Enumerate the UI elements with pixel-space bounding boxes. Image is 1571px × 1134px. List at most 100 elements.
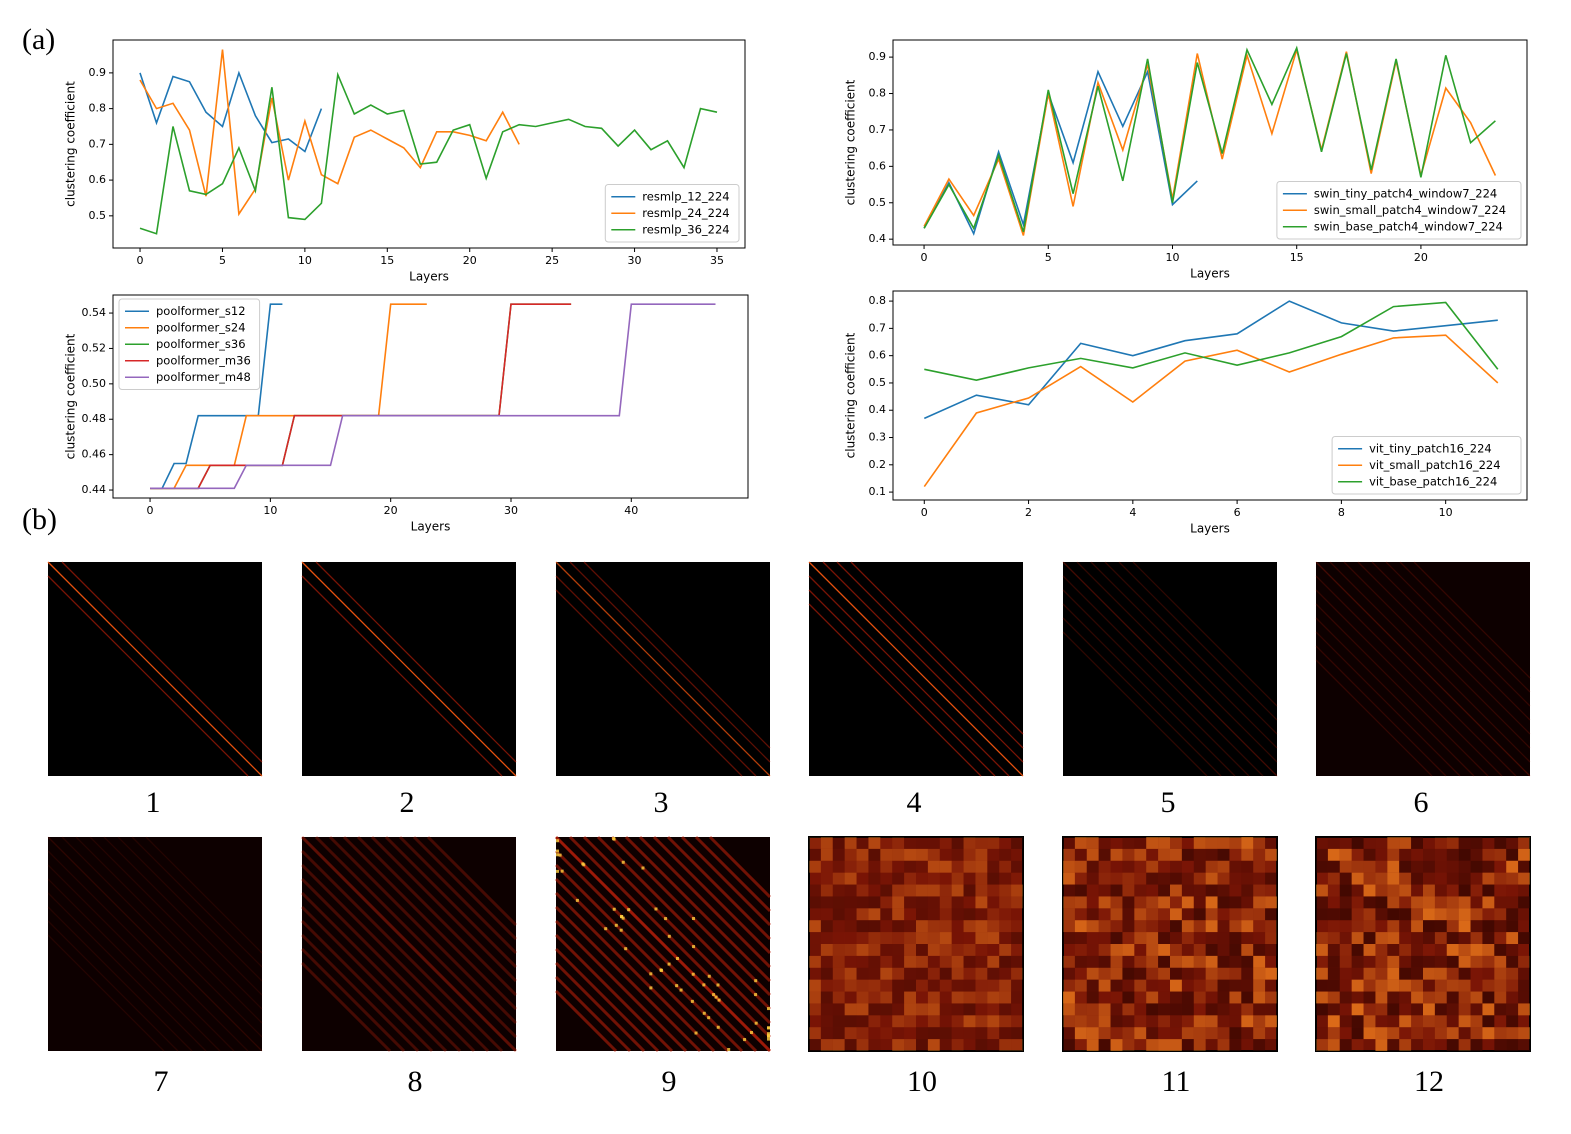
heatmap-cell: [1339, 896, 1352, 909]
heatmap-cell: [1434, 896, 1447, 909]
x-tick-label: 10: [298, 254, 312, 267]
heatmap-cell: [1494, 1027, 1507, 1040]
heatmap-cell: [1265, 1039, 1277, 1051]
heatmap-cell: [951, 920, 964, 933]
heatmap-cell: [1446, 1039, 1459, 1051]
heatmap-cell: [832, 967, 845, 980]
heatmap-cell: [1375, 932, 1388, 944]
heatmap-cell: [1134, 1039, 1147, 1051]
heatmap-cell: [856, 848, 869, 861]
heatmap-cell: [1327, 932, 1340, 944]
heatmap-cell: [1434, 872, 1447, 885]
heatmap-spot: [754, 993, 758, 997]
heatmap-cell: [1339, 872, 1352, 885]
heatmap-cell: [844, 955, 857, 968]
heatmap-cell: [1063, 991, 1075, 1004]
heatmap-cell: [1229, 1003, 1242, 1016]
heatmap-bg: [302, 837, 516, 1051]
heatmap-cell: [844, 944, 857, 956]
heatmap-cell: [939, 1039, 952, 1051]
heatmap-cell: [1351, 896, 1364, 909]
heatmap-stripe: [131, 836, 263, 968]
heatmap-cell: [1193, 1039, 1206, 1051]
heatmap-cell: [1217, 848, 1230, 861]
heatmap-cell: [963, 848, 976, 861]
heatmap-cell: [1158, 837, 1170, 849]
heatmap-cell: [809, 873, 821, 885]
heatmap-cell: [1399, 860, 1412, 873]
heatmap-cell: [1253, 908, 1266, 921]
heatmap-cell: [927, 848, 940, 861]
heatmap-cell: [1387, 908, 1400, 921]
heatmap-cell: [1375, 1003, 1388, 1016]
heatmap-cell: [809, 1003, 821, 1016]
heatmap-cell: [1146, 837, 1159, 849]
heatmap-cell: [1098, 908, 1111, 921]
heatmap-spot: [649, 972, 653, 976]
heatmap-cell: [1074, 1027, 1087, 1040]
heatmap-cell: [1063, 979, 1075, 992]
heatmap-cell: [1158, 967, 1170, 980]
heatmap-cell: [892, 991, 905, 1004]
heatmap-stripe: [554, 891, 716, 1053]
heatmap-cell: [927, 1015, 940, 1028]
heatmap-cell: [1482, 872, 1495, 885]
heatmap-cell: [1316, 860, 1328, 873]
heatmap-cell: [856, 884, 869, 897]
heatmap-cell: [1122, 908, 1135, 921]
heatmap-stripe: [554, 877, 730, 1053]
heatmap-cell: [1170, 1027, 1182, 1040]
heatmap-cell: [1170, 955, 1182, 968]
heatmap-cell: [1158, 991, 1170, 1004]
x-axis-label: Layers: [1190, 522, 1230, 536]
heatmap-cell: [892, 908, 905, 921]
heatmap-cell: [1158, 1003, 1170, 1016]
heatmap-cell: [1087, 885, 1099, 897]
heatmap-cell: [1494, 885, 1506, 897]
heatmap-stripe: [328, 835, 518, 1025]
heatmap-cell: [1423, 979, 1435, 992]
heatmap-cell: [820, 837, 833, 849]
heatmap-cell: [963, 1027, 976, 1040]
heatmap-cell: [1063, 955, 1075, 968]
heatmap-cell: [1205, 955, 1218, 968]
heatmap-cell: [892, 967, 905, 980]
heatmap-cell: [1387, 979, 1400, 992]
heatmap-cell: [1399, 1039, 1412, 1051]
heatmap-cell: [916, 979, 928, 992]
heatmap-cell: [1063, 872, 1075, 885]
heatmap-cell: [1470, 920, 1483, 933]
heatmap-stripe: [47, 561, 263, 777]
heatmap: [1315, 561, 1531, 777]
heatmap-cell: [1399, 837, 1412, 849]
heatmap-cell: [809, 920, 821, 933]
heatmap-cell: [1063, 860, 1075, 873]
heatmap-cell: [1146, 1015, 1159, 1028]
heatmap-cell: [1229, 1027, 1242, 1040]
heatmap-cell: [916, 837, 928, 849]
heatmap-cell: [1170, 920, 1182, 933]
heatmap-cell: [820, 908, 833, 921]
heatmap-cell: [1518, 860, 1530, 873]
series-line: [150, 303, 427, 490]
heatmap-cell: [1229, 848, 1242, 861]
heatmap-label: 9: [662, 1065, 677, 1098]
heatmap-cell: [1446, 1027, 1459, 1040]
heatmap-cell: [999, 979, 1012, 992]
heatmap-cell: [1181, 920, 1194, 933]
heatmap-cell: [951, 872, 964, 885]
heatmap-cell: [1170, 1039, 1182, 1051]
heatmap-cell: [1351, 848, 1364, 861]
heatmap-cell: [1399, 920, 1412, 933]
heatmap-cell: [1110, 848, 1123, 861]
heatmap-cell: [951, 932, 964, 944]
heatmap-cell: [975, 1003, 987, 1015]
heatmap-cell: [999, 991, 1012, 1004]
heatmap-cell: [939, 920, 952, 933]
heatmap-cell: [1265, 896, 1277, 909]
x-tick-label: 0: [137, 254, 144, 267]
heatmap-stripe: [61, 836, 263, 1038]
heatmap-cell: [1158, 872, 1170, 885]
heatmap-cell: [1482, 896, 1495, 909]
